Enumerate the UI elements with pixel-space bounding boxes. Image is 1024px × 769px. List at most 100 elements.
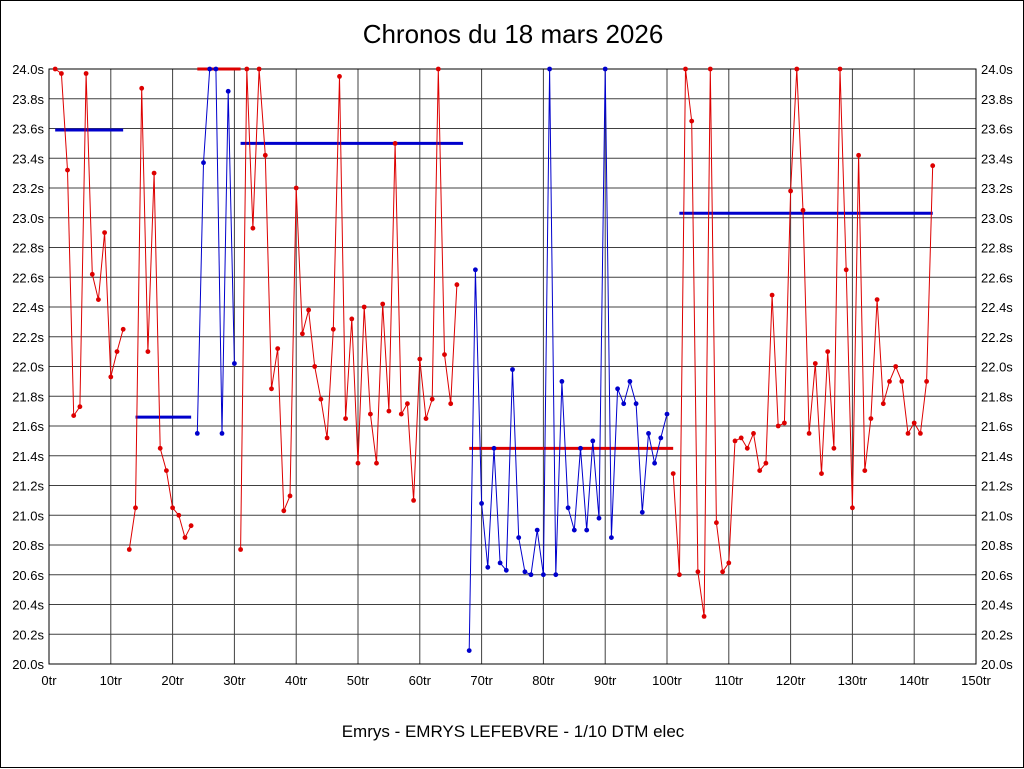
y-tick-label-left: 20.4s	[12, 598, 44, 613]
lap-point	[275, 346, 281, 351]
lap-point	[578, 445, 583, 451]
lap-point	[157, 445, 163, 451]
lap-point	[114, 349, 120, 354]
x-tick-label: 150tr	[961, 673, 991, 688]
y-tick-label-right: 21.4s	[981, 449, 1013, 464]
lap-point	[831, 445, 837, 451]
lap-point	[232, 361, 237, 366]
y-tick-label-left: 20.0s	[12, 657, 44, 672]
x-tick-label: 140tr	[899, 673, 929, 688]
lap-point	[646, 431, 651, 436]
lap-point	[194, 431, 200, 436]
y-tick-label-right: 23.2s	[981, 181, 1013, 196]
y-tick-label-right: 23.4s	[981, 151, 1013, 166]
lap-point	[633, 401, 639, 407]
lap-point	[905, 431, 911, 436]
lap-point	[911, 420, 917, 426]
y-tick-label-left: 20.8s	[12, 538, 44, 553]
x-tick-label: 120tr	[776, 673, 806, 688]
x-tick-label: 0tr	[41, 673, 57, 688]
y-tick-label-right: 20.6s	[981, 568, 1013, 583]
lap-point	[664, 411, 670, 417]
y-tick-label-left: 20.2s	[12, 627, 44, 642]
lap-point	[225, 88, 231, 94]
y-tick-label-right: 21.0s	[981, 508, 1013, 523]
lap-line-run-1	[54, 68, 124, 418]
lap-point	[170, 505, 176, 511]
lap-point	[65, 167, 70, 173]
lap-point	[485, 564, 491, 570]
lap-point	[553, 572, 559, 578]
lap-point	[126, 547, 132, 552]
lap-point	[423, 416, 429, 421]
y-tick-label-right: 22.2s	[981, 330, 1013, 345]
x-tick-label: 10tr	[100, 673, 123, 688]
lap-point	[584, 527, 590, 533]
y-tick-label-right: 20.2s	[981, 627, 1013, 642]
lap-point	[868, 416, 874, 421]
lap-point	[763, 460, 769, 466]
y-tick-label-left: 21.8s	[12, 389, 44, 404]
lap-point	[52, 66, 58, 72]
lap-point	[312, 364, 318, 369]
y-tick-label-left: 21.2s	[12, 479, 44, 494]
y-tick-label-left: 24.0s	[12, 62, 44, 77]
lap-point	[411, 498, 416, 503]
x-tick-label: 130tr	[838, 673, 868, 688]
lap-point	[361, 304, 367, 310]
lap-point	[596, 515, 602, 521]
lap-point	[164, 468, 169, 473]
y-tick-label-right: 22.8s	[981, 241, 1013, 256]
lap-line-run-2	[128, 88, 192, 550]
lap-point	[96, 297, 101, 302]
lap-point	[466, 648, 472, 653]
lap-point	[924, 379, 929, 384]
grid-layer	[48, 68, 977, 665]
lap-point	[318, 396, 324, 402]
y-tick-label-right: 22.0s	[981, 360, 1013, 375]
x-tick-label: 30tr	[223, 673, 246, 688]
lap-point	[899, 379, 905, 384]
y-tick-label-left: 22.2s	[12, 330, 44, 345]
lap-point	[151, 170, 157, 176]
lap-line-run-3	[196, 68, 235, 434]
lap-point	[330, 326, 336, 332]
lap-point	[368, 411, 373, 417]
lap-point	[139, 85, 145, 91]
lap-point	[176, 512, 182, 518]
lap-point	[213, 66, 219, 72]
lap-point	[182, 535, 188, 540]
lap-point	[652, 460, 657, 466]
y-tick-label-right: 22.4s	[981, 300, 1013, 315]
lap-point	[429, 396, 435, 402]
lap-point	[695, 569, 701, 575]
x-tick-label: 110tr	[714, 673, 743, 688]
y-tick-label-left: 21.4s	[12, 449, 44, 464]
plot-border	[48, 68, 977, 665]
average-lines	[55, 67, 933, 450]
lap-point	[658, 435, 664, 441]
lap-point	[794, 66, 800, 72]
chart-title: Chronos du 18 mars 2026	[363, 19, 664, 49]
lap-series	[52, 66, 936, 653]
lap-point	[442, 352, 447, 357]
lap-point	[744, 445, 750, 451]
lap-point	[188, 523, 194, 529]
lap-point	[707, 66, 713, 72]
lap-point	[639, 509, 645, 515]
lap-point	[59, 71, 64, 76]
lap-point	[405, 401, 410, 407]
lap-point	[516, 535, 522, 540]
x-tick-label: 60tr	[409, 673, 432, 688]
lap-point	[714, 520, 719, 526]
lap-point	[856, 152, 861, 158]
lap-point	[565, 505, 571, 511]
lap-point	[417, 356, 423, 362]
lap-point	[738, 435, 744, 441]
lap-point	[880, 401, 886, 407]
lap-point	[782, 420, 787, 426]
lap-point	[108, 374, 114, 380]
lap-point	[522, 569, 528, 575]
lap-point	[398, 411, 404, 417]
